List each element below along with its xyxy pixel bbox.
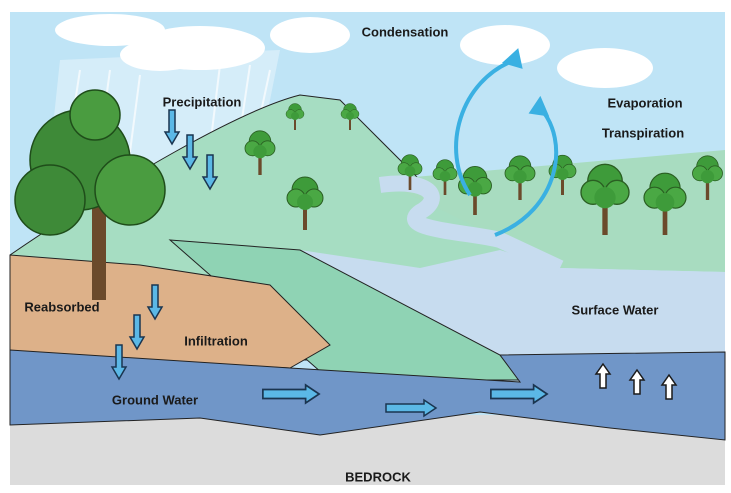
label: Reabsorbed xyxy=(24,299,99,314)
water-cycle-diagram: Condensation Precipitation Evaporation T… xyxy=(0,0,731,493)
label: Ground Water xyxy=(112,392,198,407)
label: Evaporation xyxy=(607,95,682,110)
label: Condensation xyxy=(362,24,449,39)
label: Transpiration xyxy=(602,125,684,140)
label: Surface Water xyxy=(572,302,659,317)
label: Infiltration xyxy=(184,333,248,348)
label: BEDROCK xyxy=(345,469,411,484)
label: Precipitation xyxy=(163,94,242,109)
page: {"labels": {"condensation": "Condensatio… xyxy=(0,0,731,493)
